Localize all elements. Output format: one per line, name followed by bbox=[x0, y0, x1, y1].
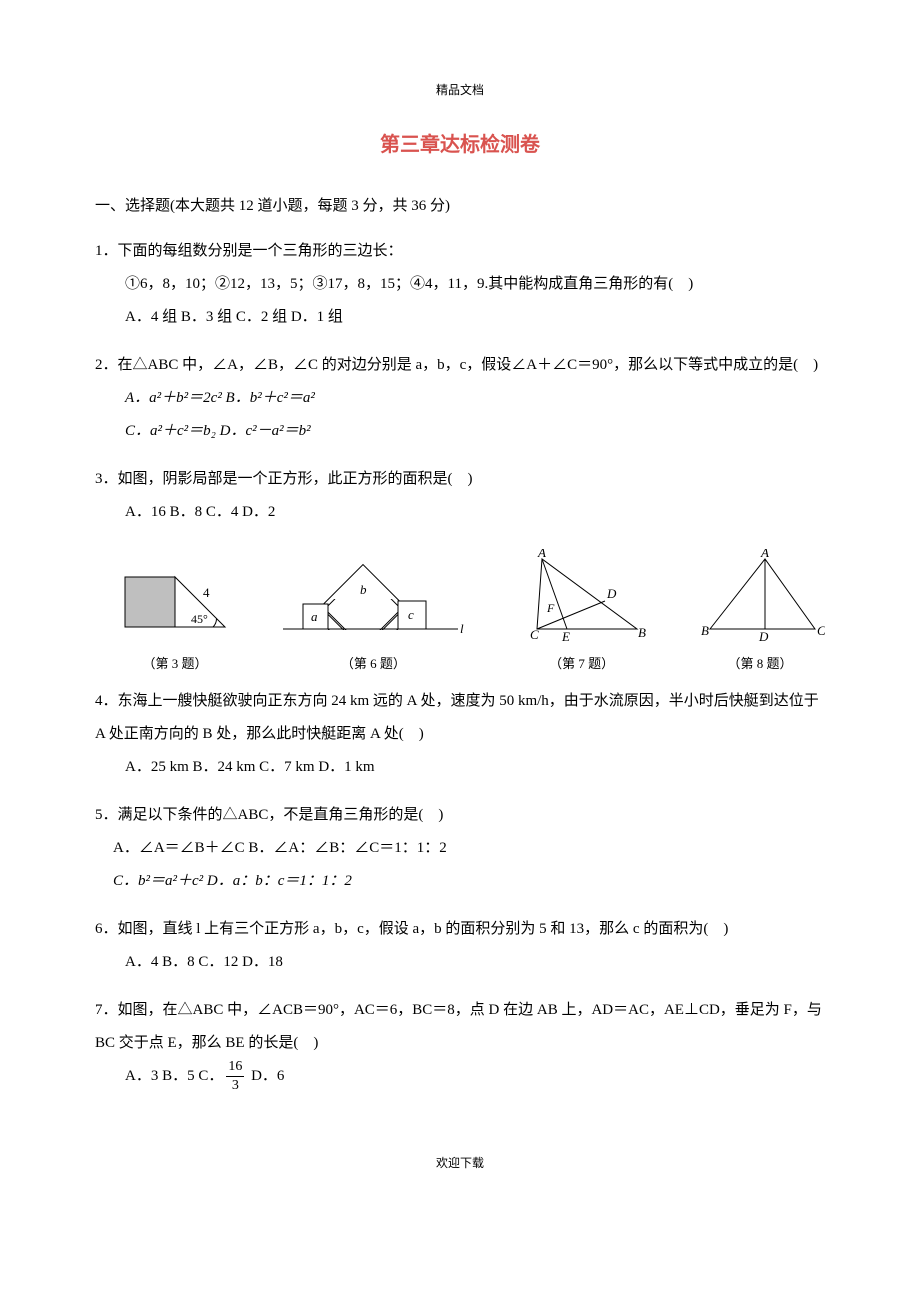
page-footer: 欢迎下载 bbox=[95, 1153, 825, 1175]
figure-3-caption: （第 3 题） bbox=[142, 652, 207, 675]
q4-options: A．25 km B．24 km C．7 km D．1 km bbox=[125, 751, 825, 784]
svg-text:B: B bbox=[701, 623, 709, 638]
q6-text: 如图，直线 l 上有三个正方形 a，b，c，假设 a，b 的面积分别为 5 和 … bbox=[118, 921, 729, 937]
question-6: 6．如图，直线 l 上有三个正方形 a，b，c，假设 a，b 的面积分别为 5 … bbox=[95, 913, 825, 979]
q2-options-b: C．a²＋c²＝b₂ D．c²－a²＝b² bbox=[125, 415, 825, 448]
figure-8-svg: A B C D bbox=[695, 549, 825, 644]
svg-text:45°: 45° bbox=[191, 612, 208, 626]
q1-text: 下面的每组数分别是一个三角形的三边长： bbox=[118, 243, 403, 259]
q1-options: A．4 组 B．3 组 C．2 组 D．1 组 bbox=[125, 301, 825, 334]
figure-7-svg: A B C D E F bbox=[512, 549, 652, 644]
svg-text:l: l bbox=[460, 621, 464, 636]
svg-text:b: b bbox=[360, 582, 367, 597]
svg-text:c: c bbox=[408, 607, 414, 622]
q7-frac-num: 16 bbox=[226, 1060, 244, 1077]
q7-frac-den: 3 bbox=[226, 1077, 244, 1093]
q2-num: 2． bbox=[95, 357, 118, 373]
chapter-title: 第三章达标检测卷 bbox=[95, 127, 825, 163]
question-5: 5．满足以下条件的△ABC，不是直角三角形的是( ) A．∠A＝∠B＋∠C B．… bbox=[95, 799, 825, 898]
question-1: 1．下面的每组数分别是一个三角形的三边长： ①6，8，10；②12，13，5；③… bbox=[95, 235, 825, 334]
q6-options: A．4 B．8 C．12 D．18 bbox=[125, 946, 825, 979]
question-4: 4．东海上一艘快艇欲驶向正东方向 24 km 远的 A 处，速度为 50 km/… bbox=[95, 685, 825, 784]
section-1-intro: 一、选择题(本大题共 12 道小题，每题 3 分，共 36 分) bbox=[95, 193, 825, 220]
q7-num: 7． bbox=[95, 1002, 118, 1018]
q1-line2: ①6，8，10；②12，13，5；③17，8，15；④4，11，9.其中能构成直… bbox=[125, 268, 825, 301]
q3-options: A．16 B．8 C．4 D．2 bbox=[125, 496, 825, 529]
q5-text: 满足以下条件的△ABC，不是直角三角形的是( ) bbox=[118, 807, 444, 823]
figure-7-caption: （第 7 题） bbox=[549, 652, 614, 675]
svg-text:B: B bbox=[638, 625, 646, 640]
q7-opts-prefix: A．3 B．5 C． bbox=[125, 1068, 223, 1084]
figure-6-svg: a b c l bbox=[278, 559, 468, 644]
svg-text:A: A bbox=[760, 549, 769, 560]
figure-7: A B C D E F （第 7 题） bbox=[512, 549, 652, 675]
figures-row: 4 45° （第 3 题） bbox=[115, 549, 825, 675]
figure-6: a b c l （第 6 题） bbox=[278, 559, 468, 675]
q6-num: 6． bbox=[95, 921, 118, 937]
q1-num: 1． bbox=[95, 243, 118, 259]
figure-8: A B C D （第 8 题） bbox=[695, 549, 825, 675]
q5-options-b: C．b²＝a²＋c² D．a：b：c＝1：1：2 bbox=[113, 865, 825, 898]
svg-text:C: C bbox=[530, 627, 539, 642]
figure-8-caption: （第 8 题） bbox=[727, 652, 792, 675]
figure-6-caption: （第 6 题） bbox=[341, 652, 406, 675]
q5-options-a: A．∠A＝∠B＋∠C B．∠A：∠B：∠C＝1：1：2 bbox=[113, 832, 825, 865]
svg-text:E: E bbox=[561, 629, 570, 644]
q4-num: 4． bbox=[95, 693, 118, 709]
figure-3-svg: 4 45° bbox=[115, 559, 235, 644]
q3-text: 如图，阴影局部是一个正方形，此正方形的面积是( ) bbox=[118, 471, 473, 487]
q2-options-a: A．a²＋b²＝2c² B．b²＋c²＝a² bbox=[125, 382, 825, 415]
q7-opts-suffix: D．6 bbox=[247, 1068, 284, 1084]
q7-text: 如图，在△ABC 中，∠ACB＝90°，AC＝6，BC＝8，点 D 在边 AB … bbox=[95, 1002, 822, 1051]
svg-text:A: A bbox=[537, 549, 546, 560]
svg-text:4: 4 bbox=[203, 585, 210, 600]
question-3: 3．如图，阴影局部是一个正方形，此正方形的面积是( ) A．16 B．8 C．4… bbox=[95, 463, 825, 529]
svg-text:D: D bbox=[606, 586, 617, 601]
q2-text: 在△ABC 中，∠A，∠B，∠C 的对边分别是 a，b，c，假设∠A＋∠C＝90… bbox=[118, 357, 819, 373]
q7-fraction: 163 bbox=[226, 1060, 244, 1093]
svg-text:D: D bbox=[758, 629, 769, 644]
q5-num: 5． bbox=[95, 807, 118, 823]
question-2: 2．在△ABC 中，∠A，∠B，∠C 的对边分别是 a，b，c，假设∠A＋∠C＝… bbox=[95, 349, 825, 448]
page-header: 精品文档 bbox=[95, 80, 825, 102]
q7-options: A．3 B．5 C．163 D．6 bbox=[125, 1060, 825, 1093]
q4-text: 东海上一艘快艇欲驶向正东方向 24 km 远的 A 处，速度为 50 km/h，… bbox=[95, 693, 819, 742]
svg-text:a: a bbox=[311, 609, 318, 624]
svg-text:F: F bbox=[546, 601, 555, 615]
figure-3: 4 45° （第 3 题） bbox=[115, 559, 235, 675]
svg-text:C: C bbox=[817, 623, 825, 638]
question-7: 7．如图，在△ABC 中，∠ACB＝90°，AC＝6，BC＝8，点 D 在边 A… bbox=[95, 994, 825, 1093]
q3-num: 3． bbox=[95, 471, 118, 487]
